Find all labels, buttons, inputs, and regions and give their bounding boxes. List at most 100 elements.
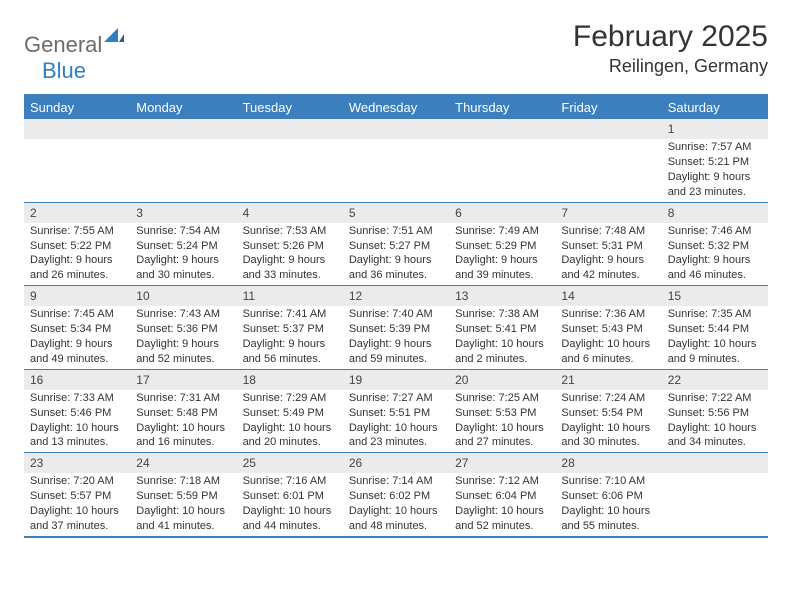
- calendar-cell: 17Sunrise: 7:31 AMSunset: 5:48 PMDayligh…: [130, 370, 236, 453]
- calendar-cell: 12Sunrise: 7:40 AMSunset: 5:39 PMDayligh…: [343, 286, 449, 369]
- cell-body: Sunrise: 7:31 AMSunset: 5:48 PMDaylight:…: [130, 390, 236, 452]
- calendar-cell: 14Sunrise: 7:36 AMSunset: 5:43 PMDayligh…: [555, 286, 661, 369]
- day-number: 10: [130, 286, 236, 306]
- cell-body: Sunrise: 7:27 AMSunset: 5:51 PMDaylight:…: [343, 390, 449, 452]
- cell-line: Sunset: 5:57 PM: [30, 489, 126, 504]
- day-number: 16: [24, 370, 130, 390]
- logo-text: General Blue: [24, 26, 124, 84]
- cell-body: Sunrise: 7:20 AMSunset: 5:57 PMDaylight:…: [24, 473, 130, 535]
- calendar-cell: 25Sunrise: 7:16 AMSunset: 6:01 PMDayligh…: [237, 453, 343, 536]
- day-number: 27: [449, 453, 555, 473]
- cell-body: Sunrise: 7:54 AMSunset: 5:24 PMDaylight:…: [130, 223, 236, 285]
- calendar-cell: [237, 119, 343, 202]
- cell-line: Daylight: 9 hours and 46 minutes.: [668, 253, 764, 283]
- calendar-cell: 28Sunrise: 7:10 AMSunset: 6:06 PMDayligh…: [555, 453, 661, 536]
- cell-line: Sunset: 5:51 PM: [349, 406, 445, 421]
- day-number: 22: [662, 370, 768, 390]
- cell-line: Daylight: 9 hours and 52 minutes.: [136, 337, 232, 367]
- cell-line: Sunset: 5:54 PM: [561, 406, 657, 421]
- cell-line: Daylight: 9 hours and 39 minutes.: [455, 253, 551, 283]
- cell-line: Daylight: 9 hours and 26 minutes.: [30, 253, 126, 283]
- cell-line: Sunset: 5:41 PM: [455, 322, 551, 337]
- day-number: 25: [237, 453, 343, 473]
- calendar-cell: 4Sunrise: 7:53 AMSunset: 5:26 PMDaylight…: [237, 203, 343, 286]
- week-row: 23Sunrise: 7:20 AMSunset: 5:57 PMDayligh…: [24, 453, 768, 538]
- title-block: February 2025 Reilingen, Germany: [573, 20, 768, 77]
- calendar-cell: 2Sunrise: 7:55 AMSunset: 5:22 PMDaylight…: [24, 203, 130, 286]
- cell-line: Sunrise: 7:55 AM: [30, 224, 126, 239]
- cell-body: Sunrise: 7:22 AMSunset: 5:56 PMDaylight:…: [662, 390, 768, 452]
- cell-line: Sunrise: 7:45 AM: [30, 307, 126, 322]
- cell-line: Daylight: 10 hours and 27 minutes.: [455, 421, 551, 451]
- cell-line: Sunset: 5:56 PM: [668, 406, 764, 421]
- cell-body: [449, 139, 555, 142]
- calendar-cell: 7Sunrise: 7:48 AMSunset: 5:31 PMDaylight…: [555, 203, 661, 286]
- cell-body: Sunrise: 7:38 AMSunset: 5:41 PMDaylight:…: [449, 306, 555, 368]
- day-number: 1: [662, 119, 768, 139]
- logo-word-blue: Blue: [42, 58, 86, 83]
- cell-body: Sunrise: 7:18 AMSunset: 5:59 PMDaylight:…: [130, 473, 236, 535]
- cell-line: Daylight: 9 hours and 33 minutes.: [243, 253, 339, 283]
- calendar-cell: 1Sunrise: 7:57 AMSunset: 5:21 PMDaylight…: [662, 119, 768, 202]
- cell-body: Sunrise: 7:53 AMSunset: 5:26 PMDaylight:…: [237, 223, 343, 285]
- calendar-cell: [555, 119, 661, 202]
- cell-line: Sunset: 5:27 PM: [349, 239, 445, 254]
- cell-line: Daylight: 9 hours and 49 minutes.: [30, 337, 126, 367]
- calendar-cell: 18Sunrise: 7:29 AMSunset: 5:49 PMDayligh…: [237, 370, 343, 453]
- cell-line: Sunrise: 7:29 AM: [243, 391, 339, 406]
- cell-line: Daylight: 9 hours and 42 minutes.: [561, 253, 657, 283]
- cell-body: Sunrise: 7:48 AMSunset: 5:31 PMDaylight:…: [555, 223, 661, 285]
- cell-line: Sunrise: 7:36 AM: [561, 307, 657, 322]
- cell-body: [130, 139, 236, 142]
- calendar-page: General Blue February 2025 Reilingen, Ge…: [0, 0, 792, 558]
- cell-line: Daylight: 10 hours and 30 minutes.: [561, 421, 657, 451]
- cell-line: Sunrise: 7:46 AM: [668, 224, 764, 239]
- cell-line: Sunrise: 7:10 AM: [561, 474, 657, 489]
- calendar-cell: 15Sunrise: 7:35 AMSunset: 5:44 PMDayligh…: [662, 286, 768, 369]
- cell-body: Sunrise: 7:45 AMSunset: 5:34 PMDaylight:…: [24, 306, 130, 368]
- cell-line: Sunrise: 7:27 AM: [349, 391, 445, 406]
- cell-line: Sunrise: 7:18 AM: [136, 474, 232, 489]
- sail-icon: [104, 26, 124, 42]
- cell-line: Daylight: 10 hours and 6 minutes.: [561, 337, 657, 367]
- day-number: 19: [343, 370, 449, 390]
- cell-body: [343, 139, 449, 142]
- calendar-cell: [343, 119, 449, 202]
- cell-line: Sunrise: 7:43 AM: [136, 307, 232, 322]
- day-number: 2: [24, 203, 130, 223]
- cell-line: Sunrise: 7:35 AM: [668, 307, 764, 322]
- cell-line: Sunset: 5:24 PM: [136, 239, 232, 254]
- calendar-cell: 6Sunrise: 7:49 AMSunset: 5:29 PMDaylight…: [449, 203, 555, 286]
- cell-body: Sunrise: 7:12 AMSunset: 6:04 PMDaylight:…: [449, 473, 555, 535]
- cell-line: Sunrise: 7:25 AM: [455, 391, 551, 406]
- weeks-container: 1Sunrise: 7:57 AMSunset: 5:21 PMDaylight…: [24, 119, 768, 538]
- cell-body: Sunrise: 7:57 AMSunset: 5:21 PMDaylight:…: [662, 139, 768, 201]
- day-number: 21: [555, 370, 661, 390]
- cell-line: Sunrise: 7:22 AM: [668, 391, 764, 406]
- calendar-cell: 22Sunrise: 7:22 AMSunset: 5:56 PMDayligh…: [662, 370, 768, 453]
- cell-line: Sunset: 5:36 PM: [136, 322, 232, 337]
- day-number: 28: [555, 453, 661, 473]
- day-number: 7: [555, 203, 661, 223]
- cell-line: Daylight: 10 hours and 2 minutes.: [455, 337, 551, 367]
- cell-line: Daylight: 10 hours and 52 minutes.: [455, 504, 551, 534]
- cell-line: Sunrise: 7:48 AM: [561, 224, 657, 239]
- day-number: 20: [449, 370, 555, 390]
- cell-line: Sunrise: 7:53 AM: [243, 224, 339, 239]
- day-number: 11: [237, 286, 343, 306]
- day-number: 8: [662, 203, 768, 223]
- calendar-cell: [662, 453, 768, 536]
- day-header: Wednesday: [343, 96, 449, 119]
- day-header: Tuesday: [237, 96, 343, 119]
- cell-line: Daylight: 10 hours and 48 minutes.: [349, 504, 445, 534]
- cell-body: Sunrise: 7:14 AMSunset: 6:02 PMDaylight:…: [343, 473, 449, 535]
- cell-line: Sunrise: 7:41 AM: [243, 307, 339, 322]
- cell-body: Sunrise: 7:46 AMSunset: 5:32 PMDaylight:…: [662, 223, 768, 285]
- cell-line: Sunset: 5:26 PM: [243, 239, 339, 254]
- cell-body: Sunrise: 7:55 AMSunset: 5:22 PMDaylight:…: [24, 223, 130, 285]
- cell-line: Sunset: 5:29 PM: [455, 239, 551, 254]
- cell-line: Sunrise: 7:16 AM: [243, 474, 339, 489]
- cell-body: Sunrise: 7:16 AMSunset: 6:01 PMDaylight:…: [237, 473, 343, 535]
- day-number: 24: [130, 453, 236, 473]
- day-number: 13: [449, 286, 555, 306]
